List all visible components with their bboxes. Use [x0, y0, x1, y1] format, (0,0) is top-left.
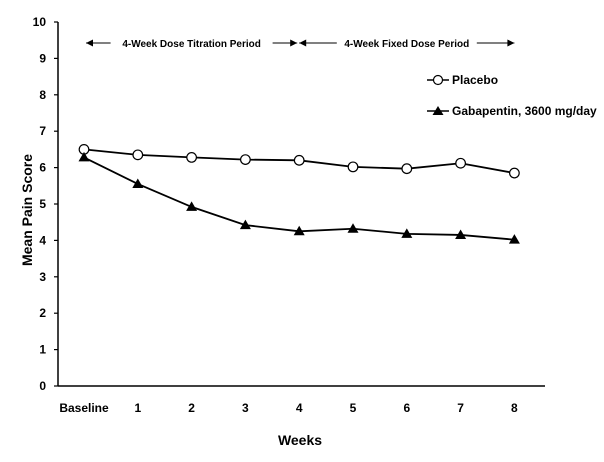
gabapentin-point [186, 201, 198, 211]
arrow-head [86, 39, 93, 47]
arrow-head [507, 39, 515, 47]
placebo-point [239, 154, 251, 165]
y-tick-label: 5 [39, 197, 46, 211]
period-annotations: 4-Week Dose Titration Period 4-Week Fixed… [86, 39, 515, 50]
gabapentin-point [78, 151, 90, 162]
x-tick-label: 5 [350, 401, 357, 415]
gabapentin-point [239, 219, 251, 230]
legend-gabapentin-marker [432, 106, 444, 115]
placebo-point [455, 157, 467, 169]
x-tick-label: 8 [511, 401, 518, 415]
x-ticks: Baseline 1 2 3 4 5 6 7 8 [59, 401, 518, 415]
arrow-head [290, 39, 298, 47]
legend: Placebo Gabapentin, 3600 mg/day [427, 73, 597, 118]
gabapentin-point [293, 225, 305, 236]
y-tick-label: 3 [39, 270, 46, 284]
gabapentin-point [508, 234, 520, 244]
x-tick-label: 3 [242, 401, 249, 415]
y-tick-label: 2 [39, 306, 46, 320]
x-axis-title: Weeks [278, 432, 322, 448]
y-tick-label: 6 [39, 161, 46, 175]
y-tick-label: 7 [39, 124, 46, 138]
gabapentin-point [401, 228, 413, 238]
series-layer [78, 143, 520, 244]
period-annotation-label: 4-Week Fixed Dose Period [344, 39, 469, 50]
placebo-point [347, 161, 359, 173]
y-tick-label: 4 [39, 233, 46, 247]
legend-placebo-label: Placebo [452, 73, 498, 87]
x-tick-label: 6 [403, 401, 410, 415]
gabapentin-point [347, 223, 359, 233]
y-ticks: 0 1 2 3 4 5 6 7 8 9 10 [33, 15, 58, 393]
x-tick-label: Baseline [59, 401, 109, 415]
y-tick-label: 1 [39, 343, 46, 357]
placebo-point [132, 149, 144, 161]
legend-gabapentin-label: Gabapentin, 3600 mg/day [452, 104, 597, 118]
y-tick-label: 10 [33, 15, 47, 29]
legend-placebo-marker [432, 74, 444, 86]
x-tick-label: 2 [188, 401, 195, 415]
x-tick-label: 4 [296, 401, 303, 415]
placebo-point [186, 152, 198, 163]
placebo-point [293, 154, 305, 166]
y-tick-label: 0 [39, 379, 46, 393]
placebo-point [401, 163, 413, 175]
y-axis-title: Mean Pain Score [19, 154, 35, 266]
y-tick-label: 8 [39, 88, 46, 102]
arrow-head [299, 39, 307, 47]
gabapentin-point [132, 178, 144, 188]
x-tick-label: 7 [457, 401, 464, 415]
period-annotation-label: 4-Week Dose Titration Period [122, 39, 261, 50]
x-tick-label: 1 [134, 401, 141, 415]
y-tick-label: 9 [39, 51, 46, 65]
gabapentin-point [455, 229, 467, 239]
placebo-point [509, 167, 520, 179]
